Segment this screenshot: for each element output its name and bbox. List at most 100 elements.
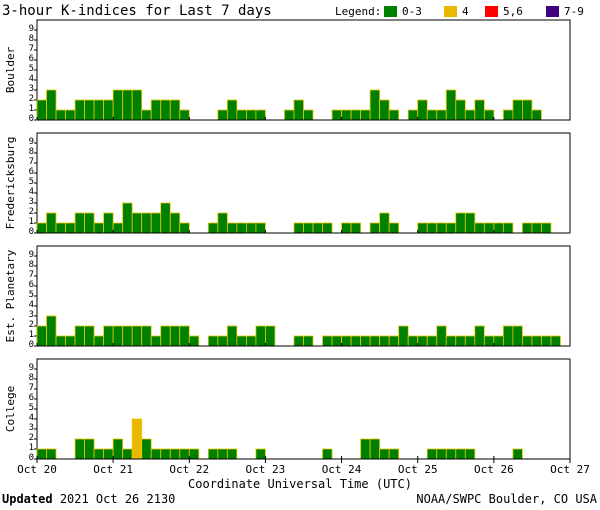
k-index-bar bbox=[217, 335, 228, 347]
k-index-bar bbox=[293, 335, 304, 347]
y-tick-label: 7 bbox=[29, 44, 34, 54]
k-index-bar bbox=[55, 335, 66, 347]
k-index-bar bbox=[341, 335, 352, 347]
k-index-bar bbox=[179, 448, 190, 460]
k-index-bar bbox=[369, 222, 381, 234]
y-tick-label: 0 bbox=[29, 114, 34, 124]
x-tick-label: Oct 21 bbox=[93, 463, 133, 476]
k-index-bar bbox=[245, 109, 257, 121]
k-index-bar bbox=[65, 222, 76, 234]
k-index-bar bbox=[512, 448, 523, 460]
panel-label: Est. Planetary bbox=[4, 249, 17, 342]
panels: 0123456789Boulder0123456789Fredericksbur… bbox=[4, 19, 571, 463]
k-index-bar bbox=[226, 99, 238, 121]
k-index-bar bbox=[388, 222, 400, 234]
k-index-bar bbox=[74, 99, 85, 121]
k-index-bar bbox=[369, 89, 381, 121]
k-index-bar bbox=[226, 325, 238, 347]
k-index-bar bbox=[350, 222, 362, 234]
k-index-bar bbox=[103, 99, 114, 121]
k-index-bar bbox=[502, 109, 514, 121]
k-index-bar bbox=[474, 99, 485, 121]
k-index-bar bbox=[112, 325, 124, 347]
k-index-bar bbox=[65, 335, 76, 347]
k-index-bar bbox=[417, 99, 428, 121]
x-tick-label: Oct 27 bbox=[550, 463, 590, 476]
k-index-bar bbox=[522, 99, 533, 121]
k-index-bar bbox=[122, 448, 133, 460]
k-index-bar bbox=[293, 99, 304, 121]
legend-swatch-7-9 bbox=[546, 6, 559, 17]
y-tick-label: 2 bbox=[29, 94, 34, 104]
k-index-bar bbox=[131, 212, 143, 234]
k-index-bar bbox=[141, 109, 152, 121]
y-tick-label: 6 bbox=[29, 393, 34, 403]
k-index-bar bbox=[255, 222, 266, 234]
k-index-bar bbox=[74, 438, 85, 460]
y-tick-label: 3 bbox=[29, 423, 34, 433]
k-index-bar bbox=[112, 89, 124, 121]
k-index-bar bbox=[455, 212, 466, 234]
k-index-bar bbox=[379, 335, 390, 347]
k-index-bar bbox=[322, 222, 333, 234]
k-index-bar bbox=[445, 222, 457, 234]
y-tick-label: 0 bbox=[29, 227, 34, 237]
k-index-bar bbox=[141, 438, 152, 460]
y-tick-label: 3 bbox=[29, 197, 34, 207]
k-index-bar bbox=[379, 212, 390, 234]
k-index-bar bbox=[207, 222, 219, 234]
k-index-bar bbox=[217, 109, 228, 121]
k-index-bar bbox=[398, 325, 409, 347]
k-index-bar bbox=[303, 109, 314, 121]
k-index-bar bbox=[417, 335, 428, 347]
legend-entry-4: 4 bbox=[462, 5, 469, 18]
k-index-bar bbox=[369, 335, 381, 347]
k-index-bar bbox=[217, 212, 228, 234]
k-index-bar bbox=[474, 222, 485, 234]
footer-updated: Updated 2021 Oct 26 2130 bbox=[2, 492, 175, 506]
k-index-bar bbox=[169, 448, 181, 460]
x-tick-label: Oct 20 bbox=[17, 463, 57, 476]
k-index-bar bbox=[436, 325, 447, 347]
k-index-bar bbox=[407, 109, 419, 121]
k-index-bar bbox=[103, 325, 114, 347]
panel-label: Boulder bbox=[4, 46, 17, 93]
k-index-bar bbox=[512, 99, 523, 121]
y-tick-label: 5 bbox=[29, 403, 34, 413]
k-index-bar bbox=[160, 325, 171, 347]
legend: Legend: 0-3 4 5,6 7-9 bbox=[335, 5, 584, 18]
k-index-bar bbox=[160, 202, 171, 234]
y-tick-label: 0 bbox=[29, 453, 34, 463]
k-index-bar bbox=[169, 99, 181, 121]
k-index-bar bbox=[141, 212, 152, 234]
k-index-bar bbox=[141, 325, 152, 347]
k-index-bar bbox=[150, 212, 162, 234]
panel-label: College bbox=[4, 386, 17, 432]
y-tick-label: 4 bbox=[29, 413, 34, 423]
k-index-bar bbox=[360, 109, 371, 121]
k-index-bar bbox=[341, 222, 352, 234]
k-index-bar bbox=[426, 335, 438, 347]
k-index-bar bbox=[188, 335, 200, 347]
k-index-bar bbox=[445, 335, 457, 347]
k-index-bar bbox=[512, 325, 523, 347]
k-index-bar bbox=[36, 325, 47, 347]
k-index-bar bbox=[464, 448, 476, 460]
k-index-bar bbox=[455, 99, 466, 121]
k-index-bar bbox=[179, 222, 190, 234]
y-tick-label: 8 bbox=[29, 147, 34, 157]
k-index-bar bbox=[169, 325, 181, 347]
k-index-bar bbox=[150, 335, 162, 347]
y-tick-label: 6 bbox=[29, 280, 34, 290]
k-index-bar bbox=[436, 109, 447, 121]
k-index-bar bbox=[502, 325, 514, 347]
k-index-bar bbox=[522, 335, 533, 347]
y-tick-label: 1 bbox=[29, 330, 34, 340]
k-index-bar bbox=[331, 109, 342, 121]
x-tick-label: Oct 23 bbox=[246, 463, 286, 476]
k-index-bar bbox=[493, 222, 504, 234]
k-index-bar bbox=[464, 335, 476, 347]
y-tick-label: 0 bbox=[29, 340, 34, 350]
k-index-bar bbox=[483, 109, 495, 121]
